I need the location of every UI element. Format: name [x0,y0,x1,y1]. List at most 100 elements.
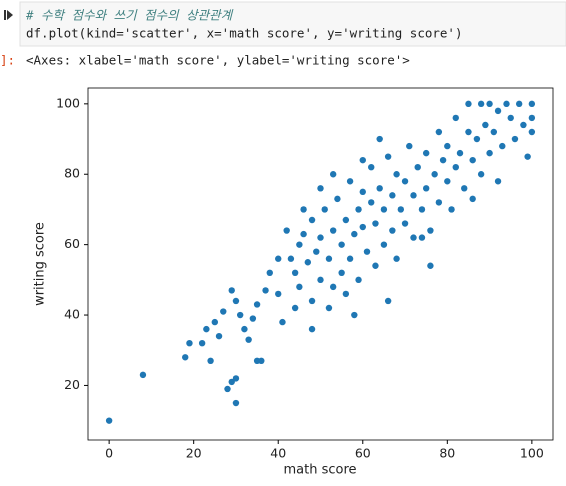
scatter-point [393,255,400,262]
scatter-point [520,121,527,129]
scatter-point [482,121,489,129]
scatter-point [397,206,405,213]
scatter-point [296,283,303,291]
scatter-point [439,156,447,164]
code-comment: # 수학 점수와 쓰기 점수의 상관관계 [25,8,234,23]
output-prompt: ]: [0,53,15,68]
scatter-point [444,178,451,185]
scatter-point [355,276,362,284]
scatter-point [507,114,514,122]
x-tick-label: 0 [105,446,113,461]
scatter-point [329,283,337,291]
scatter-point [338,269,345,276]
scatter-point [139,371,147,379]
scatter-point [291,304,299,312]
scatter-point [207,357,214,364]
scatter-point [448,206,455,213]
scatter-point [427,262,434,269]
scatter-point [203,325,210,333]
scatter-point [232,399,240,407]
scatter-point [228,378,235,386]
scatter-point [461,185,468,192]
y-tick-label: 20 [64,377,80,392]
scatter-point [308,216,316,224]
scatter-point [245,336,252,343]
scatter-point [224,385,231,393]
scatter-point [486,100,493,108]
scatter-point [296,241,303,248]
scatter-point [465,128,472,136]
scatter-point [346,178,354,185]
scatter-point [469,156,476,164]
scatter-point [329,171,337,178]
scatter-point [334,195,341,203]
scatter-point [414,164,421,171]
scatter-point [528,100,536,108]
scatter-point [469,195,476,203]
scatter-point [410,192,417,199]
scatter-point [351,230,358,238]
y-tick-label: 100 [56,95,80,110]
scatter-point [359,223,366,231]
y-tick-label: 60 [64,236,80,251]
scatter-point [418,206,426,213]
scatter-point [338,241,345,248]
scatter-point [308,325,316,333]
scatter-point [105,417,113,424]
scatter-point [368,199,375,206]
scatter-point [401,220,409,227]
scatter-point [351,311,358,319]
scatter-point [431,171,438,178]
scatter-point [262,287,269,294]
scatter-point [325,304,333,312]
scatter-point [477,171,485,178]
x-tick-label: 60 [355,446,371,461]
scatter-point [198,340,206,347]
scatter-point [228,287,235,294]
scatter-point [355,206,362,213]
scatter-point [329,227,337,234]
scatter-point [236,311,244,319]
x-tick-label: 80 [439,446,455,461]
scatter-point [253,301,261,308]
scatter-point [456,149,464,157]
scatter-point [380,241,388,248]
code-line: df.plot(kind='scatter', x='math score', … [26,26,463,41]
x-tick-label: 100 [520,446,544,461]
scatter-point [422,149,430,157]
scatter-point [376,185,383,192]
scatter-point [249,315,257,322]
scatter-point [342,290,350,298]
scatter-point [410,234,417,241]
scatter-point [422,185,430,192]
scatter-point [372,262,379,269]
scatter-point [300,230,307,238]
scatter-point [384,297,392,305]
scatter-point [363,248,371,255]
scatter-point [346,255,354,262]
scatter-point [368,164,375,171]
scatter-point [266,269,273,276]
scatter-point [317,234,324,241]
scatter-point [515,100,523,108]
scatter-point [418,234,426,241]
scatter-point [283,227,290,234]
x-tick-label: 40 [270,446,286,461]
scatter-point [291,269,299,276]
run-icon[interactable] [7,10,13,20]
scatter-point [232,297,240,305]
scatter-point [380,206,388,213]
scatter-point [465,100,472,108]
scatter-point [486,149,493,157]
scatter-point [511,135,519,143]
output-text: <Axes: xlabel='math score', ylabel='writ… [26,53,410,68]
scatter-point [232,375,240,382]
scatter-point [435,199,443,206]
scatter-point [308,297,316,305]
scatter-point [321,206,328,213]
axes-frame [87,87,554,441]
scatter-point [313,248,320,255]
scatter-point [211,318,219,326]
code-cell [19,1,566,47]
